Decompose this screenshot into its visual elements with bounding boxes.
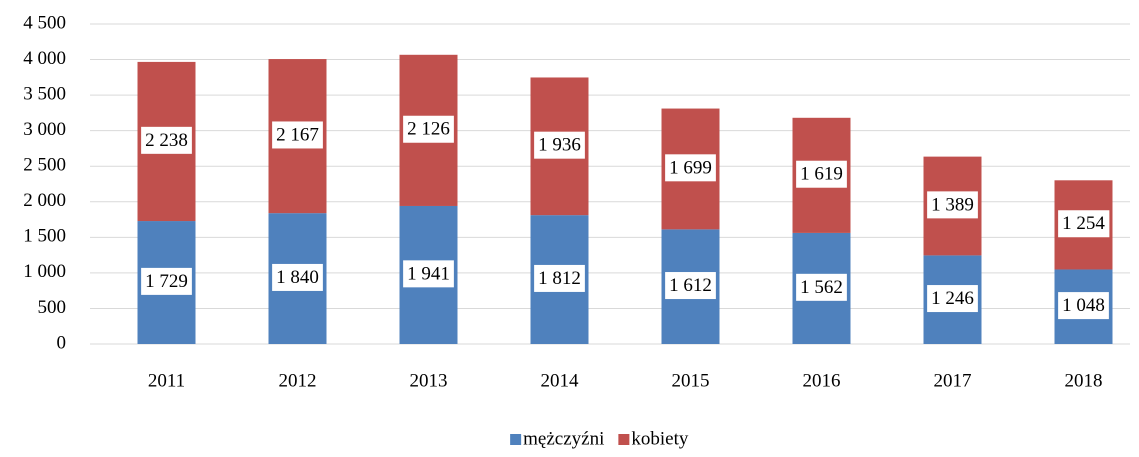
data-label-group: 1 699 bbox=[665, 154, 716, 182]
data-label-group: 1 254 bbox=[1058, 210, 1110, 238]
data-label: 2 238 bbox=[145, 130, 188, 151]
data-label-group: 1 729 bbox=[141, 267, 192, 295]
data-label-bg bbox=[141, 267, 192, 295]
data-label-bg bbox=[141, 126, 192, 154]
data-label-bg bbox=[665, 154, 716, 182]
x-tick-label: 2011 bbox=[148, 370, 185, 391]
data-label: 1 729 bbox=[145, 271, 188, 292]
y-tick-label: 4 500 bbox=[23, 12, 66, 33]
y-tick-label: 0 bbox=[57, 332, 67, 353]
x-tick-label: 2012 bbox=[279, 370, 317, 391]
data-label: 2 126 bbox=[407, 119, 450, 140]
data-label-group: 2 167 bbox=[272, 121, 323, 149]
data-label-bg bbox=[927, 191, 978, 219]
y-tick-label: 1 000 bbox=[23, 261, 66, 282]
legend-swatch bbox=[510, 434, 522, 445]
data-label-bg bbox=[1058, 210, 1110, 238]
x-tick-label: 2018 bbox=[1065, 370, 1103, 391]
y-tick-label: 3 500 bbox=[23, 83, 66, 104]
data-label-group: 1 812 bbox=[534, 264, 585, 292]
data-label: 1 048 bbox=[1062, 295, 1105, 316]
x-tick-label: 2014 bbox=[541, 370, 580, 391]
y-tick-label: 1 500 bbox=[23, 226, 66, 247]
data-label-bg bbox=[927, 285, 978, 313]
data-label-group: 1 936 bbox=[534, 131, 585, 159]
data-label: 1 246 bbox=[931, 288, 974, 309]
legend-label: mężczyźni bbox=[523, 428, 604, 449]
y-tick-label: 2 500 bbox=[23, 155, 66, 176]
data-label: 1 812 bbox=[538, 268, 581, 289]
data-label-group: 1 941 bbox=[403, 260, 454, 288]
data-label-group: 1 048 bbox=[1058, 292, 1109, 320]
data-label: 1 936 bbox=[538, 135, 581, 156]
data-label: 1 840 bbox=[276, 267, 319, 288]
data-label-group: 2 126 bbox=[403, 115, 454, 143]
data-label-group: 2 238 bbox=[141, 126, 192, 154]
data-label-group: 1 612 bbox=[665, 272, 716, 300]
legend-label: kobiety bbox=[631, 428, 688, 449]
x-tick-label: 2013 bbox=[410, 370, 448, 391]
data-label: 1 941 bbox=[407, 263, 450, 284]
data-label: 1 699 bbox=[669, 157, 712, 178]
data-label-group: 1 562 bbox=[796, 273, 847, 301]
x-tick-label: 2015 bbox=[672, 370, 710, 391]
y-tick-label: 500 bbox=[38, 297, 67, 318]
data-label-group: 1 619 bbox=[796, 160, 847, 188]
data-label-bg bbox=[403, 115, 454, 143]
data-label-bg bbox=[665, 272, 716, 300]
legend: mężczyźni kobiety bbox=[510, 428, 689, 449]
data-label-bg bbox=[1058, 292, 1109, 320]
data-label-bg bbox=[534, 264, 585, 292]
data-label-bg bbox=[796, 160, 847, 188]
x-tick-label: 2016 bbox=[803, 370, 841, 391]
x-tick-label: 2017 bbox=[934, 370, 972, 391]
data-label: 1 562 bbox=[800, 277, 843, 298]
legend-swatch bbox=[618, 434, 630, 445]
data-label: 1 389 bbox=[931, 194, 974, 215]
data-label-bg bbox=[272, 121, 323, 149]
data-label: 1 619 bbox=[800, 164, 843, 185]
data-label-bg bbox=[796, 273, 847, 301]
data-label: 2 167 bbox=[276, 124, 319, 145]
y-tick-label: 3 000 bbox=[23, 119, 66, 140]
data-label: 1 612 bbox=[669, 275, 712, 296]
data-label-bg bbox=[534, 131, 585, 159]
data-label-bg bbox=[272, 263, 323, 291]
data-label-group: 1 840 bbox=[272, 263, 323, 291]
data-label-bg bbox=[403, 260, 454, 288]
y-tick-label: 4 000 bbox=[23, 48, 66, 69]
data-label: 1 254 bbox=[1062, 213, 1105, 234]
y-tick-label: 2 000 bbox=[23, 190, 66, 211]
data-label-group: 1 246 bbox=[927, 285, 978, 313]
data-label-group: 1 389 bbox=[927, 191, 978, 219]
